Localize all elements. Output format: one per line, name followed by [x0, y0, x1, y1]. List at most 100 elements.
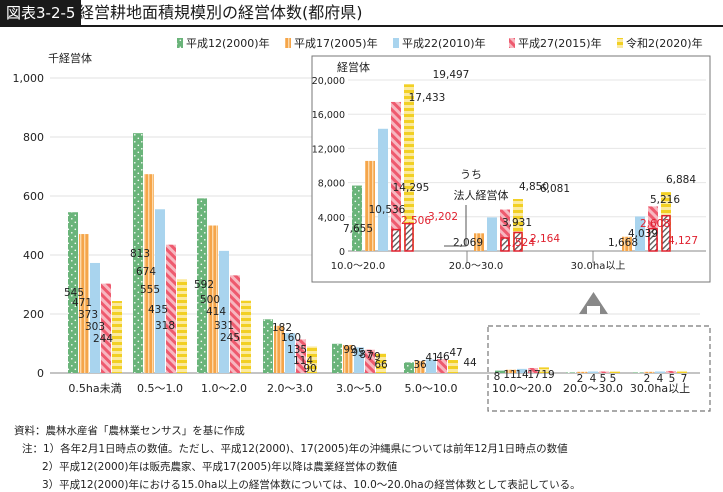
y-axis-title: 千経営体: [48, 51, 92, 65]
bar-0-0: [68, 212, 78, 373]
inset-y-axis-title: 経営体: [337, 60, 370, 74]
bar-5-0: [404, 362, 414, 373]
inset-corporate-bar-1-0: [500, 237, 510, 252]
data-label-7-0: 2: [577, 373, 584, 385]
bar-0-3: [101, 283, 111, 373]
x-tick-label-0: 0.5ha未満: [68, 382, 121, 395]
inset-data-label-2-1: 1,668: [608, 237, 638, 249]
legend-swatch-2: [393, 38, 399, 48]
inset-bar-1-4: [513, 199, 523, 251]
data-label-2-0: 592: [194, 279, 214, 291]
data-label-5-0: 36: [413, 359, 427, 371]
data-label-5-4: 44: [463, 357, 477, 369]
data-label-1-2: 555: [140, 284, 160, 296]
data-label-2-2: 414: [206, 306, 226, 318]
bar-4-1: [343, 344, 353, 373]
inset-corporate-bar-2-0: [648, 227, 658, 252]
inset-corporate-label-0-1: 3,202: [428, 211, 458, 223]
bar-7-1: [577, 371, 587, 373]
x-tick-label-2: 1.0〜2.0: [201, 382, 247, 395]
inset-data-label-0-3: 17,433: [409, 92, 446, 104]
x-tick-label-3: 2.0〜3.0: [267, 382, 313, 395]
data-label-2-4: 245: [220, 332, 240, 344]
data-label-4-0: 99: [343, 344, 356, 356]
data-label-5-2: 46: [436, 351, 450, 363]
bar-6-3: [528, 367, 538, 373]
data-label-1-0: 813: [130, 248, 150, 260]
legend-label-1: 平成17(2005)年: [294, 36, 378, 50]
inset-corporate-label-2-1: 4,127: [668, 235, 698, 247]
y-tick-label-2: 400: [23, 249, 44, 262]
inset-corporate-bar-2-1: [661, 214, 671, 252]
bar-0-2: [90, 262, 100, 373]
inset-bar-2-2: [635, 216, 645, 251]
bar-2-2: [219, 250, 229, 373]
y-tick-label-0: 0: [37, 367, 44, 380]
data-label-0-3: 303: [85, 321, 105, 333]
inset-data-label-0-0: 7,655: [343, 223, 373, 235]
bar-7-3: [599, 371, 609, 373]
inset-y-tick-label-3: 12,000: [312, 144, 345, 155]
bar-8-3: [666, 370, 676, 373]
inset-corporate-label-0-0: 2,506: [401, 215, 431, 227]
inset-data-label-0-1: 10,536: [369, 204, 406, 216]
data-label-0-2: 373: [78, 309, 98, 321]
bar-1-4: [177, 279, 187, 373]
bar-6-2: [517, 368, 527, 373]
data-label-4-1: 95: [351, 347, 364, 359]
data-label-3-3: 114: [293, 355, 313, 367]
data-label-7-3: 5: [610, 373, 617, 385]
legend-swatch-1: [285, 38, 291, 48]
inset-corporate-label-2-0: 2,608: [640, 218, 670, 230]
inset-y-tick-label-4: 16,000: [312, 110, 345, 121]
bar-3-2: [285, 333, 295, 373]
data-label-7-1: 4: [590, 373, 597, 385]
figure-title: 経営耕地面積規模別の経営体数(都府県): [78, 3, 363, 22]
bar-0-4: [112, 301, 122, 373]
bar-3-0: [263, 319, 273, 373]
bar-2-1: [208, 225, 218, 373]
x-tick-label-5: 5.0〜10.0: [405, 382, 458, 395]
footnote-1: 注：1）各年2月1日時点の数値。ただし、平成12(2000)、17(2005)年…: [22, 443, 568, 455]
bar-7-2: [588, 371, 598, 373]
bar-7-4: [610, 371, 620, 373]
footnote-3: 3）平成12(2000)年における15.0ha以上の経営体数については、10.0…: [42, 479, 581, 491]
inset-data-label-2-2: 4,039: [628, 228, 658, 240]
legend-label-0: 平成12(2000)年: [186, 36, 270, 50]
y-tick-label-5: 1,000: [13, 72, 45, 85]
inset-bar-0-1: [365, 160, 375, 251]
header-rule: [0, 25, 723, 27]
main-chart: 平成12(2000)年 平成17(2005)年 平成22(2010)年 平成27(20…: [13, 36, 711, 412]
data-label-6-2: 14: [515, 369, 529, 381]
source-note: 資料：農林水産省「農林業センサス」を基に作成: [14, 425, 245, 437]
x-tick-label-7: 20.0〜30.0: [563, 382, 623, 395]
bar-8-2: [655, 371, 665, 373]
x-tick-label-4: 3.0〜5.0: [336, 382, 382, 395]
bar-3-4: [307, 346, 317, 373]
bar-2-4: [241, 300, 251, 373]
zoom-arrow-icon: [579, 292, 608, 314]
corporate-note-line-1: 法人経営体: [454, 188, 509, 202]
x-tick-label-1: 0.5〜1.0: [137, 382, 183, 395]
y-tick-label-1: 200: [23, 308, 44, 321]
inset-data-label-0-2: 14,295: [393, 182, 430, 194]
inset-data-label-2-4: 6,884: [666, 174, 696, 186]
corporate-note-leader: [444, 205, 467, 247]
data-label-8-3: 7: [681, 373, 688, 385]
bar-8-4: [677, 370, 687, 373]
inset-bar-0-2: [378, 128, 388, 251]
inset-bar-1-3: [500, 209, 510, 251]
data-label-8-1: 4: [657, 373, 664, 385]
inset-x-tick-label-0: 10.0〜20.0: [331, 261, 386, 272]
data-label-0-4: 244: [93, 333, 113, 345]
inset-data-label-1-2: 3,931: [502, 217, 532, 229]
data-label-0-0: 545: [64, 287, 84, 299]
zoom-selection-box: [487, 325, 711, 412]
bar-5-4: [448, 360, 458, 373]
data-label-7-2: 5: [600, 373, 607, 385]
bar-4-3: [365, 349, 375, 373]
inset-y-tick-label-5: 20,000: [312, 76, 345, 87]
bar-6-0: [495, 370, 505, 373]
bar-6-4: [539, 367, 549, 373]
